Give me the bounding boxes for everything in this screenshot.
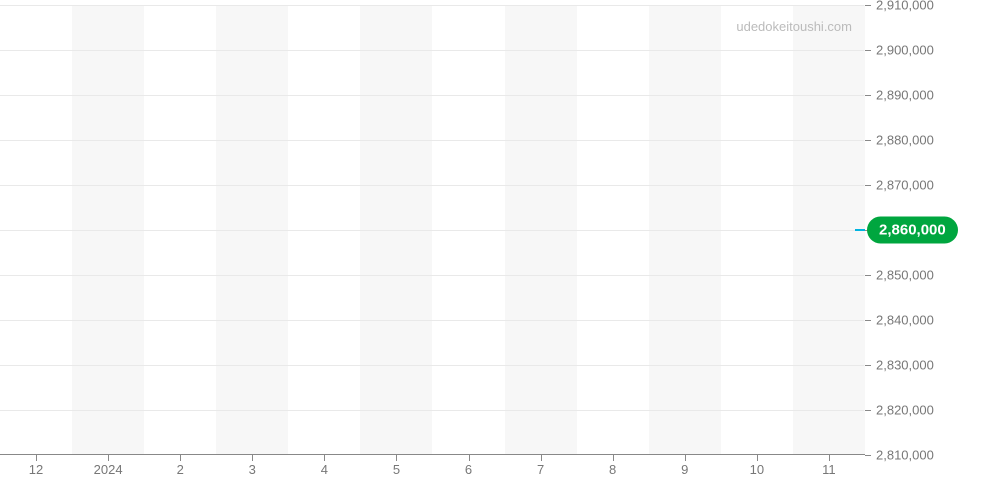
y-tick bbox=[865, 185, 871, 186]
x-axis-label: 7 bbox=[537, 462, 544, 477]
gridline bbox=[0, 275, 864, 276]
x-tick bbox=[613, 455, 614, 461]
y-axis-label: 2,890,000 bbox=[876, 88, 934, 103]
gridline bbox=[0, 365, 864, 366]
x-tick bbox=[180, 455, 181, 461]
y-axis-label: 2,850,000 bbox=[876, 268, 934, 283]
x-axis-label: 2024 bbox=[94, 462, 123, 477]
x-axis-label: 9 bbox=[681, 462, 688, 477]
price-chart: udedokeitoushi.com 2,810,000 2,820,000 2,8… bbox=[0, 0, 1000, 500]
y-axis-label: 2,910,000 bbox=[876, 0, 934, 13]
current-value-badge: 2,860,000 bbox=[867, 217, 958, 244]
current-value-label: 2,860,000 bbox=[879, 222, 946, 239]
y-axis-label: 2,820,000 bbox=[876, 403, 934, 418]
x-axis-label: 8 bbox=[609, 462, 616, 477]
y-axis-label: 2,880,000 bbox=[876, 133, 934, 148]
plot-area: udedokeitoushi.com bbox=[0, 5, 865, 455]
gridline bbox=[0, 95, 864, 96]
x-tick bbox=[541, 455, 542, 461]
y-axis-label: 2,810,000 bbox=[876, 448, 934, 463]
y-tick bbox=[865, 50, 871, 51]
x-axis-label: 6 bbox=[465, 462, 472, 477]
y-axis-label: 2,840,000 bbox=[876, 313, 934, 328]
x-tick bbox=[108, 455, 109, 461]
x-axis-label: 10 bbox=[750, 462, 764, 477]
x-axis-label: 5 bbox=[393, 462, 400, 477]
x-tick bbox=[469, 455, 470, 461]
x-axis-label: 12 bbox=[29, 462, 43, 477]
y-tick bbox=[865, 410, 871, 411]
gridline bbox=[0, 5, 864, 6]
y-tick bbox=[865, 95, 871, 96]
gridline bbox=[0, 230, 864, 231]
x-tick bbox=[757, 455, 758, 461]
x-axis-label: 11 bbox=[822, 462, 836, 477]
x-axis-label: 2 bbox=[177, 462, 184, 477]
y-tick bbox=[865, 455, 871, 456]
y-tick bbox=[865, 320, 871, 321]
x-axis-label: 3 bbox=[249, 462, 256, 477]
x-tick bbox=[324, 455, 325, 461]
x-tick bbox=[36, 455, 37, 461]
x-axis-label: 4 bbox=[321, 462, 328, 477]
gridline bbox=[0, 140, 864, 141]
y-tick bbox=[865, 275, 871, 276]
x-tick bbox=[829, 455, 830, 461]
y-tick bbox=[865, 140, 871, 141]
y-axis-label: 2,870,000 bbox=[876, 178, 934, 193]
gridline bbox=[0, 185, 864, 186]
current-value-tick bbox=[855, 229, 865, 231]
y-axis-label: 2,830,000 bbox=[876, 358, 934, 373]
y-tick bbox=[865, 365, 871, 366]
y-axis-label: 2,900,000 bbox=[876, 43, 934, 58]
gridline bbox=[0, 50, 864, 51]
x-tick bbox=[252, 455, 253, 461]
x-tick bbox=[396, 455, 397, 461]
watermark-text: udedokeitoushi.com bbox=[736, 19, 852, 34]
x-tick bbox=[685, 455, 686, 461]
y-tick bbox=[865, 5, 871, 6]
gridline bbox=[0, 410, 864, 411]
gridline bbox=[0, 320, 864, 321]
